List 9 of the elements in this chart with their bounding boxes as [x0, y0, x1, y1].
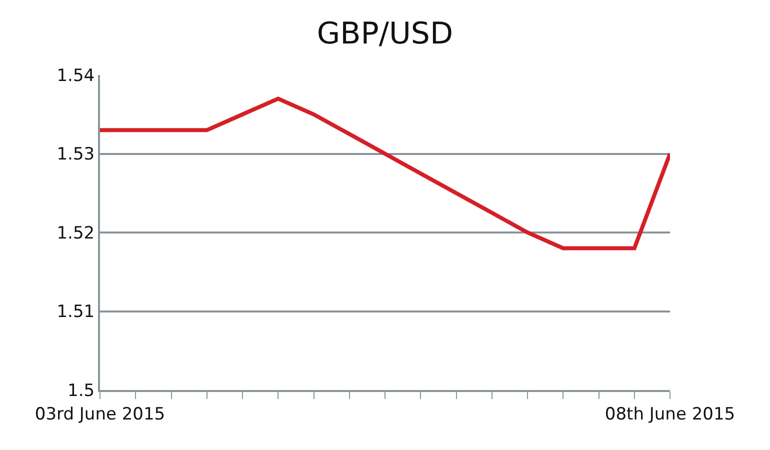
y-tick-label: 1.5 — [68, 380, 95, 401]
x-tick-label: 03rd June 2015 — [34, 404, 166, 424]
y-tick-label: 1.51 — [56, 302, 95, 322]
y-tick-label: 1.54 — [56, 66, 95, 86]
y-tick-label: 1.52 — [56, 223, 95, 244]
x-tick-label: 08th June 2015 — [604, 404, 736, 424]
chart-title: GBP/USD — [316, 16, 454, 52]
y-tick-label: 1.53 — [56, 144, 95, 165]
line-series — [100, 96, 670, 250]
